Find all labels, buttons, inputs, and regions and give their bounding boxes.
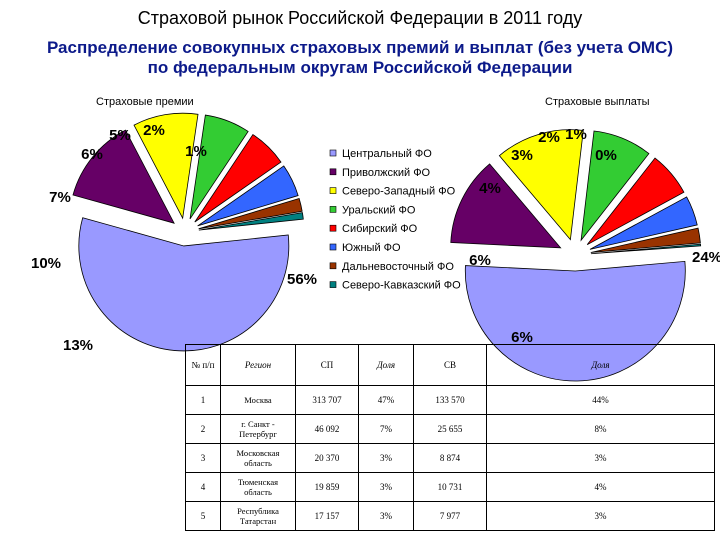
cell-payouts-share: 4% — [486, 472, 715, 502]
chart-legend: Центральный ФО Приволжский ФО Северо-Запад… — [329, 148, 461, 292]
legend-swatch-7 — [329, 262, 337, 270]
cell-payouts-share: 44% — [486, 385, 715, 415]
table-row: 3 Московская область 20 370 3% 8 874 3% — [185, 443, 715, 473]
payouts-label-6: 2% — [538, 129, 560, 146]
payouts-slice-7 — [590, 227, 701, 253]
page-subtitle: Распределение совокупных страховых преми… — [10, 38, 710, 78]
table-row: 4 Тюменская область 19 859 3% 10 731 4% — [185, 472, 715, 502]
page-title: Страховой рынок Российской Федерации в 2… — [137, 8, 583, 28]
legend-swatch-3 — [329, 187, 337, 194]
premiums-slice-1 — [78, 217, 290, 352]
payouts-slice-5 — [586, 157, 685, 246]
premiums-slice-8 — [198, 212, 304, 231]
premiums-slice-6 — [197, 165, 299, 227]
cell-premiums: 46 092 — [295, 414, 359, 444]
legend-swatch-5 — [329, 224, 337, 232]
premiums-slice-2 — [72, 129, 175, 224]
legend-item-2: Приволжский ФО — [342, 167, 431, 179]
premiums-slice-3 — [133, 112, 199, 220]
table-row: 5 Республика Татарстан 17 157 3% 7 977 3% — [185, 501, 715, 531]
table-row: 1 Москва 313 707 47% 133 570 44% — [185, 385, 715, 415]
cell-payouts: 25 655 — [413, 414, 487, 444]
col-number-header: № п/п — [185, 344, 221, 386]
legend-swatch-1 — [329, 149, 337, 157]
premiums-label-2: 13% — [63, 337, 93, 354]
cell-payouts-share: 8% — [486, 414, 715, 444]
legend-swatch-2 — [329, 168, 337, 176]
col-payouts-header: СВ — [413, 344, 487, 386]
cell-region: Тюменская область — [220, 472, 296, 502]
cell-premiums: 313 707 — [295, 385, 359, 415]
cell-premiums-share: 47% — [358, 385, 414, 415]
legend-item-6: Южный ФО — [342, 242, 401, 254]
cell-region: Республика Татарстан — [220, 501, 296, 531]
legend-swatch-8 — [329, 281, 337, 288]
premiums-pie: 56% 13% 10% 7% 6% 5% 2% 1% — [31, 112, 317, 354]
payouts-label-8: 0% — [595, 147, 617, 164]
cell-premiums-share: 7% — [358, 414, 414, 444]
legend-item-5: Сибирский ФО — [342, 223, 418, 235]
legend-swatch-4 — [329, 206, 337, 213]
premiums-slice-4 — [189, 114, 249, 220]
premiums-label-8: 1% — [185, 143, 207, 160]
premiums-slice-7 — [198, 197, 303, 230]
cell-row-number: 2 — [185, 414, 221, 444]
col-payouts-share-header: Доля — [486, 344, 715, 386]
col-premiums-header: СП — [295, 344, 359, 386]
cell-premiums: 17 157 — [295, 501, 359, 531]
cell-payouts: 8 874 — [413, 443, 487, 473]
subtitle-line-1: Распределение совокупных страховых преми… — [46, 38, 674, 57]
table-header-row: № п/п Регион СП Доля СВ Доля — [185, 344, 715, 386]
payouts-slice-3 — [498, 129, 584, 241]
legend-item-3: Северо-Западный ФО — [342, 186, 456, 198]
cell-row-number: 5 — [185, 501, 221, 531]
premiums-chart-title: Страховые премии — [96, 96, 194, 108]
legend-swatch-6 — [329, 243, 337, 251]
subtitle-line-2: по федеральным округам Российской Федера… — [147, 58, 573, 77]
payouts-slice-6 — [589, 196, 698, 250]
premiums-label-5: 6% — [81, 146, 103, 163]
cell-row-number: 1 — [185, 385, 221, 415]
cell-payouts-share: 3% — [486, 443, 715, 473]
payouts-label-3: 6% — [469, 252, 491, 269]
cell-region: г. Санкт - Петербург — [220, 414, 296, 444]
payouts-label-4: 4% — [479, 180, 501, 197]
col-premiums-share-header: Доля — [358, 344, 414, 386]
legend-item-7: Дальневосточный ФО — [342, 261, 454, 273]
cell-payouts: 133 570 — [413, 385, 487, 415]
payouts-label-2: 6% — [511, 329, 533, 346]
cell-payouts-share: 3% — [486, 501, 715, 531]
cell-payouts: 7 977 — [413, 501, 487, 531]
payouts-pie: 24% 6% 6% 4% 3% 2% 1% 0% — [450, 126, 720, 382]
payouts-slice-4 — [580, 130, 650, 242]
cell-region: Москва — [220, 385, 296, 415]
cell-region: Московская область — [220, 443, 296, 473]
regions-table: № п/п Регион СП Доля СВ Доля 1 Москва 313 … — [185, 344, 715, 531]
cell-premiums-share: 3% — [358, 472, 414, 502]
cell-row-number: 4 — [185, 472, 221, 502]
payouts-label-1: 24% — [692, 249, 720, 266]
cell-payouts: 10 731 — [413, 472, 487, 502]
cell-premiums-share: 3% — [358, 443, 414, 473]
premiums-label-3: 10% — [31, 255, 61, 272]
premiums-label-4: 7% — [49, 189, 71, 206]
payouts-chart-title: Страховые выплаты — [545, 96, 650, 108]
premiums-label-1: 56% — [287, 271, 317, 288]
cell-row-number: 3 — [185, 443, 221, 473]
premiums-label-7: 2% — [143, 122, 165, 139]
payouts-slice-2 — [450, 163, 562, 249]
col-region-header: Регион — [220, 344, 296, 386]
cell-premiums: 19 859 — [295, 472, 359, 502]
cell-premiums: 20 370 — [295, 443, 359, 473]
legend-item-4: Уральский ФО — [342, 204, 416, 216]
payouts-label-7: 1% — [565, 126, 587, 143]
legend-item-1: Центральный ФО — [342, 148, 432, 160]
payouts-label-5: 3% — [511, 147, 533, 164]
cell-premiums-share: 3% — [358, 501, 414, 531]
premiums-label-6: 5% — [109, 127, 131, 144]
payouts-slice-8 — [590, 243, 702, 255]
premiums-slice-5 — [194, 133, 282, 223]
table-row: 2 г. Санкт - Петербург 46 092 7% 25 655 8% — [185, 414, 715, 444]
legend-item-8: Северо-Кавказский ФО — [342, 280, 461, 292]
